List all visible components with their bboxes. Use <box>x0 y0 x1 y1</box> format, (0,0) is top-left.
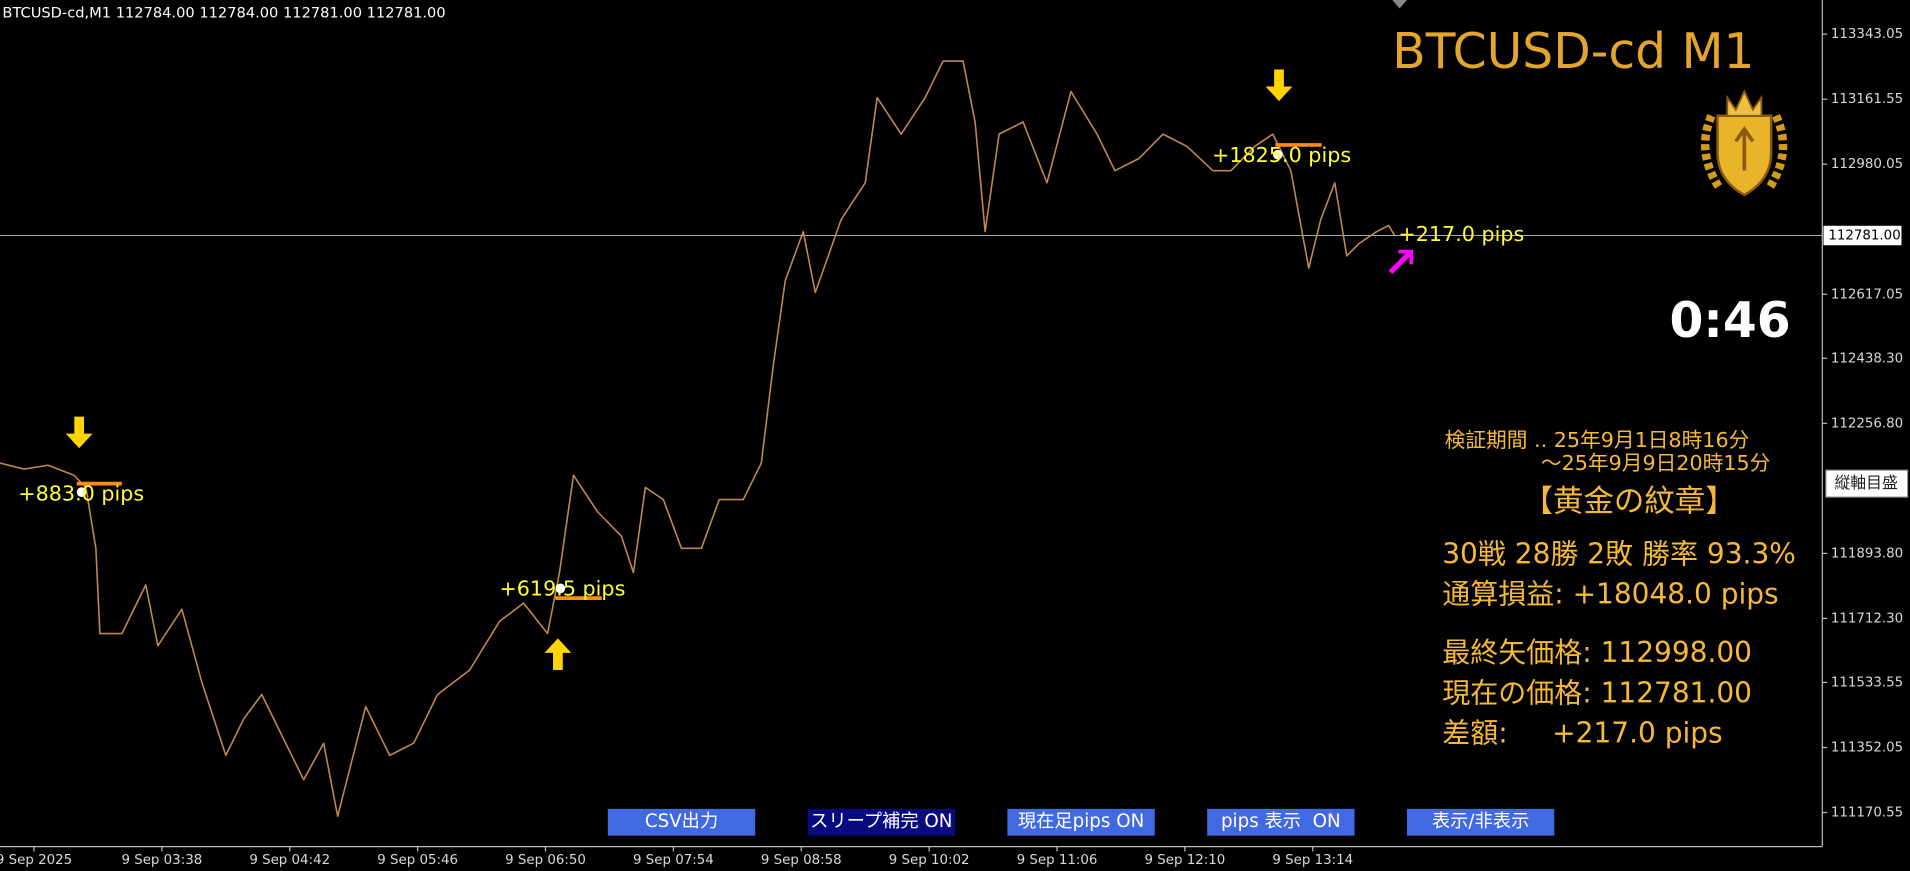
y-tick-label: 111712.30 <box>1831 611 1903 626</box>
overlay-title: BTCUSD-cd M1 <box>1392 24 1754 80</box>
panel-text: 最終矢価格: 112998.00 <box>1442 636 1752 669</box>
price-line-series <box>0 60 1396 818</box>
up-arrow <box>544 638 572 670</box>
button-bg[interactable] <box>607 808 756 836</box>
panel-heading: 【黄金の紋章】 <box>1523 485 1736 520</box>
button[interactable]: CSV出力 <box>607 808 756 836</box>
button[interactable]: 現在足pips ON <box>1007 808 1155 836</box>
y-tick-label: 112256.80 <box>1831 416 1903 431</box>
axis-button-bg[interactable] <box>1825 469 1909 498</box>
panel-text: 通算損益: +18048.0 pips <box>1442 578 1778 611</box>
y-tick-label: 113161.55 <box>1831 92 1903 107</box>
pips-label: +619.5 pips <box>499 577 625 601</box>
y-tick-label: 111893.80 <box>1831 546 1903 561</box>
signal-dot <box>1272 149 1283 160</box>
signal-dot <box>76 487 87 498</box>
panel-text: 検証期間 .. 25年9月1日8時16分 <box>1445 428 1750 452</box>
button-label[interactable]: スリープ補完 ON <box>810 811 952 832</box>
pips-label: +217.0 pips <box>1398 222 1524 246</box>
x-tick-label: 9 Sep 05:46 <box>377 853 458 868</box>
pips-label: +1825.0 pips <box>1212 143 1351 167</box>
y-tick-label: 111170.55 <box>1831 806 1903 821</box>
panel-text: 現在の価格: 112781.00 <box>1442 676 1752 709</box>
down-arrow <box>1265 69 1293 102</box>
button-bg[interactable] <box>1406 808 1555 836</box>
x-tick-label: 9 Sep 10:02 <box>889 853 970 868</box>
x-tick-label: 9 Sep 03:38 <box>121 853 202 868</box>
pips-label: +883.0 pips <box>18 482 144 506</box>
button[interactable]: 表示/非表示 <box>1406 808 1555 836</box>
x-tick-label: 9 Sep 04:42 <box>249 853 330 868</box>
y-tick-label: 111533.55 <box>1831 675 1903 690</box>
price-box <box>1823 225 1902 246</box>
x-tick-label: 9 Sep 12:10 <box>1145 853 1226 868</box>
x-tick-label: 9 Sep 11:06 <box>1017 853 1098 868</box>
button-bg[interactable] <box>1007 808 1155 836</box>
y-tick-label: 112617.05 <box>1831 287 1903 302</box>
current-arrow <box>1388 249 1414 275</box>
y-tick-label: 112438.30 <box>1831 351 1903 366</box>
x-tick-label: 9 Sep 2025 <box>0 853 72 868</box>
button-label[interactable]: CSV出力 <box>645 811 718 832</box>
timer: 0:46 <box>1669 293 1790 349</box>
signal-dot <box>555 583 566 594</box>
axis-button[interactable]: 縦軸目盛 <box>1825 469 1909 498</box>
down-arrow <box>65 416 93 449</box>
panel-text: 30戦 28勝 2敗 勝率 93.3% <box>1442 537 1796 570</box>
x-tick-label: 9 Sep 06:50 <box>505 853 586 868</box>
price-box-label: 112781.00 <box>1828 229 1900 244</box>
x-tick-label: 9 Sep 07:54 <box>633 853 714 868</box>
emblem <box>1701 89 1788 197</box>
button-label[interactable]: 現在足pips ON <box>1018 811 1144 832</box>
button-label[interactable]: 表示/非表示 <box>1432 811 1529 832</box>
scroll-marker <box>1392 0 1407 9</box>
x-tick-label: 9 Sep 13:14 <box>1272 853 1353 868</box>
panel-text: 差額: +217.0 pips <box>1442 717 1722 750</box>
panel-text: ～25年9月9日20時15分 <box>1541 451 1770 475</box>
button-bg[interactable] <box>1207 808 1355 836</box>
y-tick-label: 113343.05 <box>1831 27 1903 42</box>
button[interactable]: pips 表示 ON <box>1207 808 1355 836</box>
axis-button-label[interactable]: 縦軸目盛 <box>1834 473 1897 492</box>
button[interactable]: スリープ補完 ON <box>807 808 955 836</box>
y-tick-label: 112980.05 <box>1831 157 1903 172</box>
button-bar: CSV出力 スリープ補完 ON 現在足pips ON pips 表示 ON 表示/非表示 <box>607 808 1555 836</box>
header: BTCUSD-cd,M1 112784.00 112784.00 112781.… <box>2 4 445 21</box>
button-label[interactable]: pips 表示 ON <box>1221 811 1341 832</box>
signals <box>65 69 1414 670</box>
y-tick-label: 111352.05 <box>1831 740 1903 755</box>
x-tick-label: 9 Sep 08:58 <box>761 853 842 868</box>
button-bg[interactable] <box>807 808 955 836</box>
plot-area <box>0 60 1823 818</box>
